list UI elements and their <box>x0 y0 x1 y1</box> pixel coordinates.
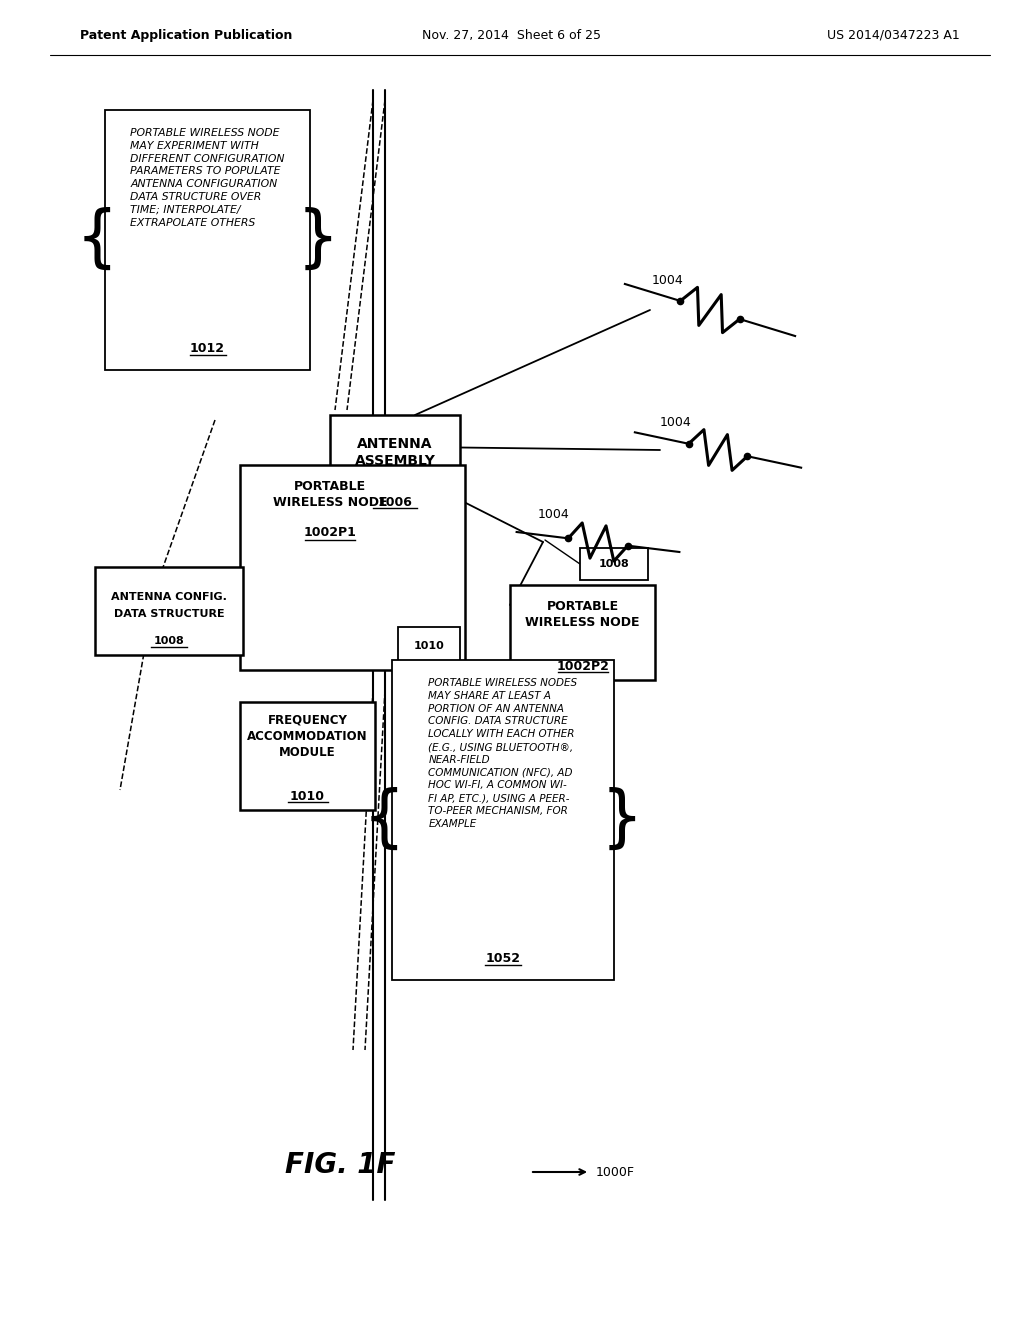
Text: 1008: 1008 <box>599 558 630 569</box>
Text: ANTENNA
ASSEMBLY: ANTENNA ASSEMBLY <box>354 437 435 469</box>
Text: PORTABLE WIRELESS NODE
MAY EXPERIMENT WITH
DIFFERENT CONFIGURATION
PARAMETERS TO: PORTABLE WIRELESS NODE MAY EXPERIMENT WI… <box>130 128 285 227</box>
Text: PORTABLE WIRELESS NODES
MAY SHARE AT LEAST A
PORTION OF AN ANTENNA
CONFIG. DATA : PORTABLE WIRELESS NODES MAY SHARE AT LEA… <box>428 678 578 829</box>
Text: 1052: 1052 <box>485 952 520 965</box>
Text: FIG. 1F: FIG. 1F <box>285 1151 395 1179</box>
Text: Patent Application Publication: Patent Application Publication <box>80 29 293 41</box>
Text: DATA STRUCTURE: DATA STRUCTURE <box>114 609 224 619</box>
Text: 1000F: 1000F <box>596 1166 635 1179</box>
Bar <box>95 568 243 655</box>
Bar <box>580 548 648 579</box>
Text: 1010: 1010 <box>414 642 444 651</box>
Text: 1004: 1004 <box>660 416 692 429</box>
Bar <box>330 414 460 520</box>
Text: }: } <box>601 787 643 853</box>
Bar <box>510 585 655 680</box>
Text: 1002P2: 1002P2 <box>556 660 609 672</box>
Text: {: { <box>362 787 406 853</box>
Text: 1006: 1006 <box>378 495 413 508</box>
Text: Nov. 27, 2014  Sheet 6 of 25: Nov. 27, 2014 Sheet 6 of 25 <box>423 29 601 41</box>
Text: FREQUENCY
ACCOMMODATION
MODULE: FREQUENCY ACCOMMODATION MODULE <box>247 714 368 759</box>
Text: US 2014/0347223 A1: US 2014/0347223 A1 <box>827 29 961 41</box>
Text: 1008: 1008 <box>154 636 184 645</box>
Bar <box>398 627 460 665</box>
Text: 1004: 1004 <box>652 273 684 286</box>
Text: 1012: 1012 <box>190 342 225 355</box>
Text: }: } <box>297 207 339 273</box>
Text: 1004: 1004 <box>539 508 570 521</box>
Bar <box>240 702 375 810</box>
Text: {: { <box>76 207 118 273</box>
Bar <box>392 660 614 979</box>
Bar <box>240 465 465 671</box>
Text: ANTENNA CONFIG.: ANTENNA CONFIG. <box>111 591 227 602</box>
Text: PORTABLE
WIRELESS NODE: PORTABLE WIRELESS NODE <box>525 601 640 630</box>
Text: 1010: 1010 <box>290 789 325 803</box>
Text: PORTABLE
WIRELESS NODE: PORTABLE WIRELESS NODE <box>272 480 387 510</box>
Text: 1002P1: 1002P1 <box>303 527 356 540</box>
Bar <box>105 110 310 370</box>
